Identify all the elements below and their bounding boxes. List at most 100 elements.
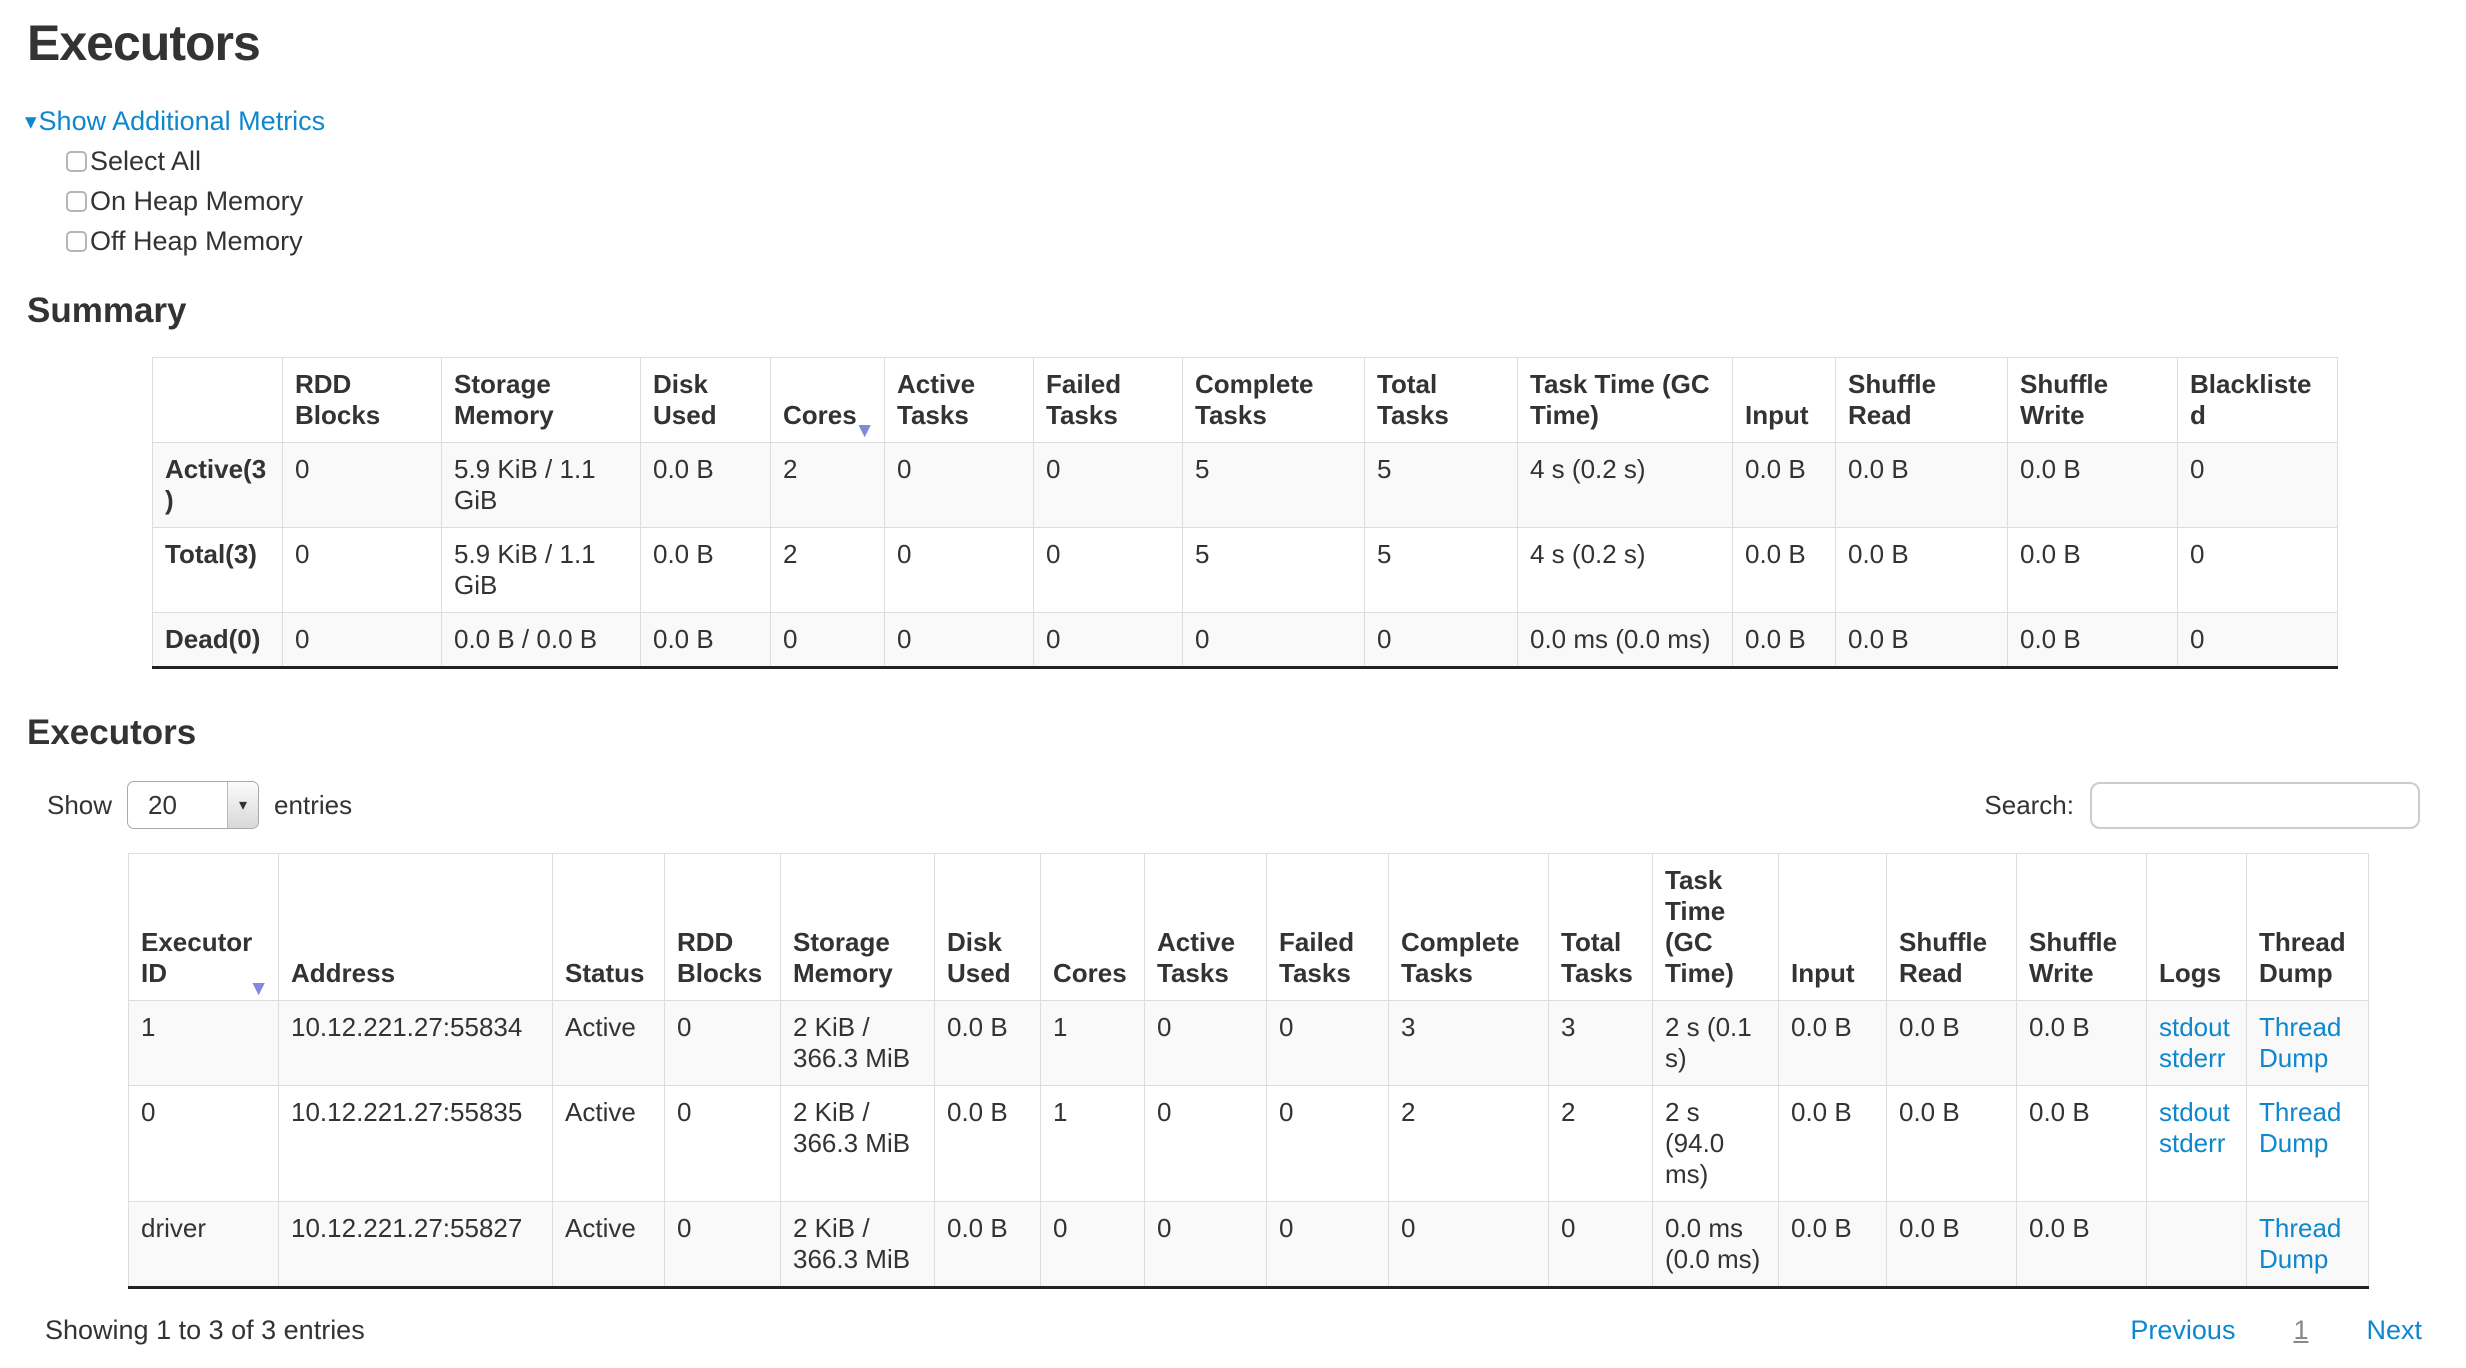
sort-desc-icon: ▼ bbox=[248, 977, 269, 1000]
cell-status: Active bbox=[552, 1201, 665, 1289]
executors-header-executor-id[interactable]: Executor ID ▼ bbox=[128, 853, 279, 1001]
checkbox-row-off-heap: Off Heap Memory bbox=[66, 226, 303, 257]
executors-header-shuffle-write[interactable]: Shuffle Write bbox=[2016, 853, 2147, 1001]
cell-rdd-blocks: 0 bbox=[664, 1085, 781, 1202]
cell-total-tasks: 5 bbox=[1364, 442, 1518, 528]
summary-header-task-time[interactable]: Task Time (GC Time) bbox=[1517, 357, 1733, 443]
show-additional-metrics-link[interactable]: ▾ Show Additional Metrics bbox=[25, 106, 325, 137]
stdout-link[interactable]: stdout bbox=[2159, 1097, 2230, 1127]
executors-header-thread-dump[interactable]: Thread Dump bbox=[2246, 853, 2369, 1001]
cell-total-tasks: 3 bbox=[1548, 1000, 1653, 1086]
summary-header-blank[interactable] bbox=[152, 357, 283, 443]
cell-active-tasks: 0 bbox=[884, 442, 1034, 528]
executors-header-input[interactable]: Input bbox=[1778, 853, 1887, 1001]
cell-status: Active bbox=[552, 1000, 665, 1086]
stderr-link[interactable]: stderr bbox=[2159, 1128, 2226, 1158]
cell-shuffle-read: 0.0 B bbox=[1886, 1000, 2017, 1086]
cell-shuffle-write: 0.0 B bbox=[2016, 1085, 2147, 1202]
summary-header-shuffle-read[interactable]: Shuffle Read bbox=[1835, 357, 2008, 443]
executor-row-driver: driver 10.12.221.27:55827 Active 0 2 KiB… bbox=[128, 1201, 2369, 1289]
cell-address: 10.12.221.27:55827 bbox=[278, 1201, 553, 1289]
executors-header-task-time[interactable]: Task Time (GC Time) bbox=[1652, 853, 1779, 1001]
summary-header-input[interactable]: Input bbox=[1732, 357, 1836, 443]
cell-disk-used: 0.0 B bbox=[640, 612, 771, 669]
cell-active-tasks: 0 bbox=[1144, 1000, 1267, 1086]
cell-logs: stdout stderr bbox=[2146, 1085, 2247, 1202]
cell-cores: 1 bbox=[1040, 1085, 1145, 1202]
cell-address: 10.12.221.27:55834 bbox=[278, 1000, 553, 1086]
cell-task-time: 2 s (0.1 s) bbox=[1652, 1000, 1779, 1086]
previous-page-button[interactable]: Previous bbox=[2130, 1315, 2236, 1345]
executors-header-failed-tasks[interactable]: Failed Tasks bbox=[1266, 853, 1389, 1001]
executors-header-logs[interactable]: Logs bbox=[2146, 853, 2247, 1001]
summary-header-shuffle-write[interactable]: Shuffle Write bbox=[2007, 357, 2178, 443]
cell-executor-id: 1 bbox=[128, 1000, 279, 1086]
cell-total-tasks: 0 bbox=[1548, 1201, 1653, 1289]
thread-dump-link[interactable]: Thread Dump bbox=[2259, 1012, 2342, 1073]
cell-task-time: 0.0 ms (0.0 ms) bbox=[1517, 612, 1733, 669]
executors-header-rdd-blocks[interactable]: RDD Blocks bbox=[664, 853, 781, 1001]
executors-header-status[interactable]: Status bbox=[552, 853, 665, 1001]
cell-thread-dump: Thread Dump bbox=[2246, 1085, 2369, 1202]
cell-total-tasks: 0 bbox=[1364, 612, 1518, 669]
cell-status: Active bbox=[552, 1085, 665, 1202]
executors-header-disk-used[interactable]: Disk Used bbox=[934, 853, 1041, 1001]
executors-header-storage-memory[interactable]: Storage Memory bbox=[780, 853, 935, 1001]
show-additional-metrics-label: Show Additional Metrics bbox=[38, 106, 326, 136]
entries-select-value: 20 bbox=[148, 789, 177, 820]
executors-header-cores[interactable]: Cores bbox=[1040, 853, 1145, 1001]
cell-storage-memory: 2 KiB / 366.3 MiB bbox=[780, 1085, 935, 1202]
summary-header-failed-tasks[interactable]: Failed Tasks bbox=[1033, 357, 1183, 443]
off-heap-memory-checkbox[interactable] bbox=[66, 231, 87, 252]
on-heap-memory-label: On Heap Memory bbox=[90, 186, 304, 216]
page-title: Executors bbox=[27, 15, 261, 71]
cell-cores: 0 bbox=[770, 612, 885, 669]
summary-table: RDD Blocks Storage Memory Disk Used Core… bbox=[152, 357, 2338, 669]
next-page-button[interactable]: Next bbox=[2366, 1315, 2422, 1345]
select-all-checkbox[interactable] bbox=[66, 151, 87, 172]
summary-header-total-tasks[interactable]: Total Tasks bbox=[1364, 357, 1518, 443]
summary-header-disk-used[interactable]: Disk Used bbox=[640, 357, 771, 443]
cell-failed-tasks: 0 bbox=[1266, 1085, 1389, 1202]
cell-complete-tasks: 3 bbox=[1388, 1000, 1549, 1086]
cell-task-time: 4 s (0.2 s) bbox=[1517, 442, 1733, 528]
search-input[interactable] bbox=[2090, 781, 2420, 829]
cell-disk-used: 0.0 B bbox=[640, 527, 771, 613]
summary-header-complete-tasks[interactable]: Complete Tasks bbox=[1182, 357, 1365, 443]
thread-dump-link[interactable]: Thread Dump bbox=[2259, 1097, 2342, 1158]
executors-header-total-tasks[interactable]: Total Tasks bbox=[1548, 853, 1653, 1001]
off-heap-memory-label: Off Heap Memory bbox=[90, 226, 303, 256]
executors-header-active-tasks[interactable]: Active Tasks bbox=[1144, 853, 1267, 1001]
summary-header-rdd-blocks[interactable]: RDD Blocks bbox=[282, 357, 442, 443]
pagination: Previous 1 Next bbox=[2130, 1315, 2422, 1346]
current-page-number[interactable]: 1 bbox=[2293, 1315, 2309, 1345]
summary-heading: Summary bbox=[27, 291, 187, 330]
summary-header-blacklisted[interactable]: Blacklisted bbox=[2177, 357, 2338, 443]
summary-header-storage-memory[interactable]: Storage Memory bbox=[441, 357, 641, 443]
summary-header-active-tasks[interactable]: Active Tasks bbox=[884, 357, 1034, 443]
cell-failed-tasks: 0 bbox=[1033, 442, 1183, 528]
summary-row-total: Total(3) 0 5.9 KiB / 1.1 GiB 0.0 B 2 0 0… bbox=[152, 527, 2338, 613]
summary-header-cores[interactable]: Cores ▼ bbox=[770, 357, 885, 443]
cell-total-tasks: 2 bbox=[1548, 1085, 1653, 1202]
cell-rdd-blocks: 0 bbox=[664, 1201, 781, 1289]
on-heap-memory-checkbox[interactable] bbox=[66, 191, 87, 212]
entries-select[interactable]: 20 ▾ bbox=[127, 781, 260, 829]
cell-shuffle-read: 0.0 B bbox=[1886, 1085, 2017, 1202]
stdout-link[interactable]: stdout bbox=[2159, 1012, 2230, 1042]
cell-disk-used: 0.0 B bbox=[934, 1085, 1041, 1202]
table-footer: Showing 1 to 3 of 3 entries Previous 1 N… bbox=[45, 1315, 2422, 1346]
stderr-link[interactable]: stderr bbox=[2159, 1043, 2226, 1073]
executor-row-0: 0 10.12.221.27:55835 Active 0 2 KiB / 36… bbox=[128, 1085, 2369, 1202]
summary-header-row: RDD Blocks Storage Memory Disk Used Core… bbox=[152, 357, 2338, 443]
cell-blacklisted: 0 bbox=[2177, 527, 2338, 613]
executors-header-address[interactable]: Address bbox=[278, 853, 553, 1001]
cell-active-tasks: 0 bbox=[884, 527, 1034, 613]
executors-header-complete-tasks[interactable]: Complete Tasks bbox=[1388, 853, 1549, 1001]
cell-logs: stdout stderr bbox=[2146, 1000, 2247, 1086]
cell-rdd-blocks: 0 bbox=[282, 527, 442, 613]
thread-dump-link[interactable]: Thread Dump bbox=[2259, 1213, 2342, 1274]
cell-shuffle-read: 0.0 B bbox=[1835, 612, 2008, 669]
executors-header-shuffle-read[interactable]: Shuffle Read bbox=[1886, 853, 2017, 1001]
cell-storage-memory: 2 KiB / 366.3 MiB bbox=[780, 1201, 935, 1289]
